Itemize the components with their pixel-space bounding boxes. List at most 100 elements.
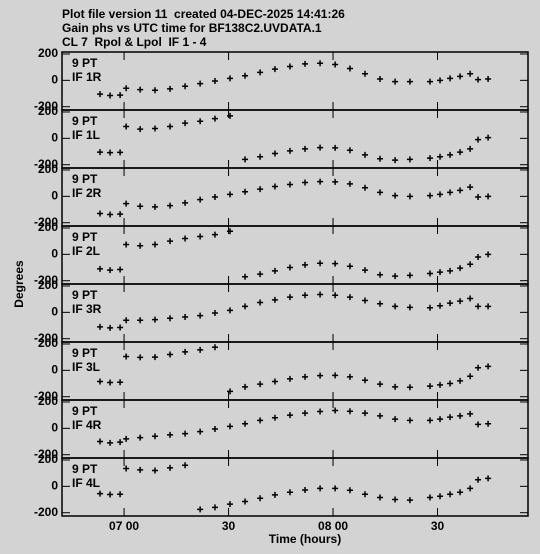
data-point <box>137 86 144 93</box>
data-point <box>137 466 144 473</box>
data-point <box>286 375 293 382</box>
data-point <box>317 485 324 492</box>
data-point <box>286 264 293 271</box>
data-point <box>211 194 218 200</box>
data-point <box>406 156 413 163</box>
data-point <box>302 410 309 417</box>
data-point <box>182 348 189 355</box>
data-point <box>271 491 278 498</box>
data-point <box>317 144 324 151</box>
data-point <box>107 491 114 498</box>
data-point <box>467 485 474 492</box>
data-point <box>437 153 444 160</box>
data-point <box>167 238 174 245</box>
data-point <box>182 430 189 437</box>
data-point <box>227 75 234 82</box>
data-point <box>332 407 339 414</box>
data-point <box>107 439 114 446</box>
panel-frame <box>61 51 529 111</box>
data-point <box>377 412 384 419</box>
data-point <box>182 235 189 242</box>
data-point <box>447 380 454 387</box>
data-point <box>332 485 339 492</box>
y-tick-label: 0 <box>51 421 58 435</box>
data-point <box>467 145 474 152</box>
data-point <box>467 184 474 191</box>
data-point <box>457 73 464 80</box>
y-tick-label: -200 <box>34 215 58 229</box>
data-point <box>242 273 249 280</box>
data-point <box>457 265 464 272</box>
data-point <box>467 70 474 77</box>
panel-label: IF 1R <box>72 70 102 84</box>
y-tick-label: -200 <box>34 99 58 113</box>
data-point <box>286 147 293 154</box>
panel-label: IF 2L <box>72 244 100 258</box>
y-tick-label: 0 <box>51 305 58 319</box>
data-point <box>107 324 114 331</box>
data-point <box>137 126 144 133</box>
data-point <box>362 267 369 274</box>
y-tick-label: 0 <box>51 363 58 377</box>
data-point <box>151 316 158 323</box>
data-point <box>362 410 369 417</box>
panel-label: IF 4L <box>72 476 100 490</box>
panel-frame <box>61 167 529 227</box>
data-point <box>167 351 174 358</box>
chart-subtitle: CL 7 Rpol & Lpol IF 1 - 4 <box>62 35 207 49</box>
data-point <box>406 78 413 85</box>
data-point <box>377 381 384 388</box>
panel-note: 9 PT <box>72 346 98 360</box>
data-point <box>97 210 104 217</box>
data-point <box>392 383 399 390</box>
data-point <box>242 188 249 195</box>
data-point <box>257 271 264 278</box>
data-point <box>182 199 189 206</box>
y-tick-label: 200 <box>38 46 58 60</box>
data-point <box>97 265 104 272</box>
data-point <box>242 303 249 310</box>
data-point <box>97 91 104 98</box>
data-point <box>467 295 474 302</box>
data-point <box>447 189 454 196</box>
data-point <box>392 273 399 280</box>
data-point <box>437 77 444 84</box>
data-point <box>362 70 369 77</box>
data-point <box>437 302 444 309</box>
data-point <box>332 292 339 299</box>
data-point <box>211 78 218 84</box>
data-point <box>406 193 413 200</box>
data-point <box>227 423 234 430</box>
data-point <box>406 384 413 391</box>
data-point <box>107 379 114 386</box>
data-point <box>302 292 309 299</box>
data-point <box>137 242 144 249</box>
data-point <box>485 193 492 200</box>
data-point <box>123 200 130 207</box>
data-point <box>346 373 353 380</box>
data-point <box>271 183 278 190</box>
data-point <box>107 92 114 99</box>
panel-frame <box>61 283 529 343</box>
data-point <box>377 189 384 196</box>
data-point <box>211 115 218 122</box>
panel-frame <box>61 457 529 517</box>
data-point <box>167 431 174 438</box>
data-point <box>271 378 278 385</box>
data-point <box>271 267 278 274</box>
data-point <box>227 191 234 198</box>
data-point <box>302 145 309 152</box>
data-point <box>346 294 353 301</box>
data-point <box>362 297 369 304</box>
data-point <box>167 202 174 209</box>
data-point <box>227 112 234 119</box>
panel-note: 9 PT <box>72 56 98 70</box>
data-point <box>211 231 218 238</box>
data-point <box>362 491 369 498</box>
data-point <box>426 155 433 162</box>
data-point <box>467 261 474 268</box>
data-point <box>346 487 353 494</box>
y-tick-label: 0 <box>51 73 58 87</box>
data-point <box>117 491 124 498</box>
data-point <box>457 149 464 156</box>
